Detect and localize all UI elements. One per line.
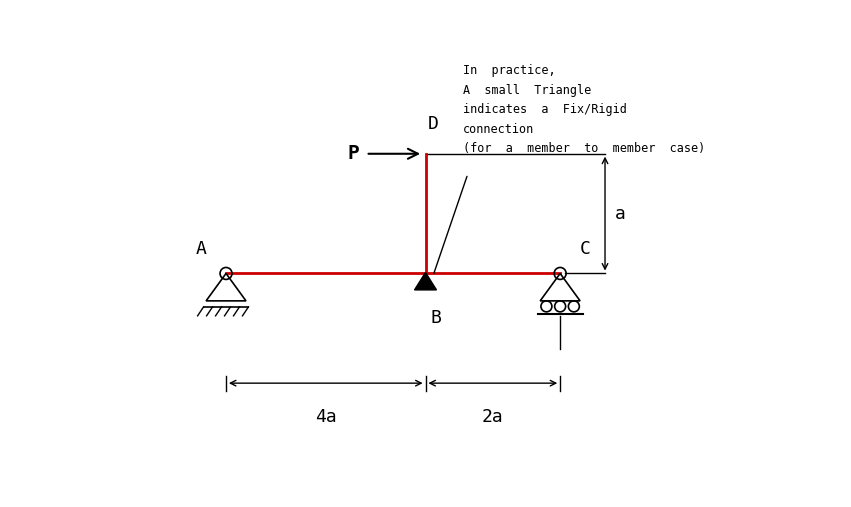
- Text: C: C: [580, 239, 591, 258]
- Text: P: P: [347, 144, 359, 163]
- Text: B: B: [430, 309, 441, 328]
- Text: 2a: 2a: [482, 408, 504, 426]
- Text: A: A: [196, 239, 207, 258]
- Text: 4a: 4a: [315, 408, 337, 426]
- Text: In  practice,
A  small  Triangle
indicates  a  Fix/Rigid
connection
(for  a  mem: In practice, A small Triangle indicates …: [463, 64, 705, 155]
- Text: D: D: [427, 115, 438, 133]
- Text: a: a: [615, 205, 625, 223]
- Polygon shape: [414, 272, 437, 290]
